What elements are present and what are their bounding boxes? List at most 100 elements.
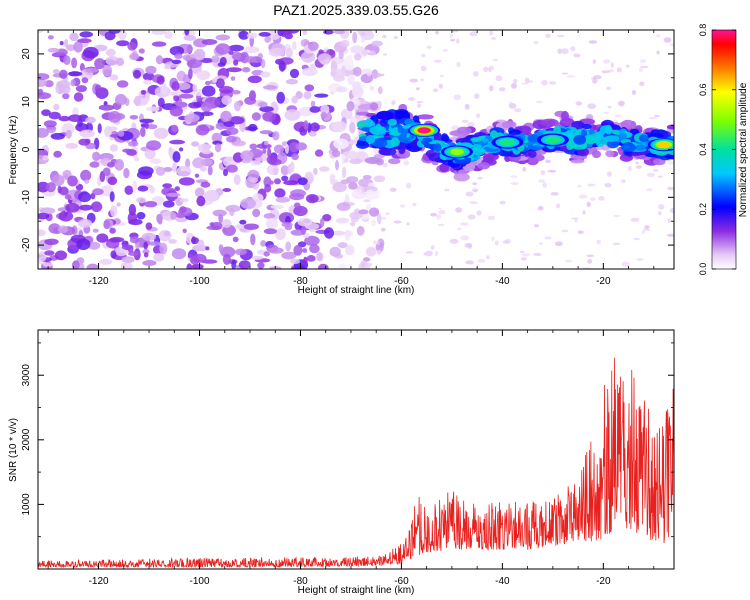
noise-blob (185, 158, 191, 169)
noise-blob (171, 81, 180, 91)
noise-blob (107, 111, 122, 123)
noise-blob (538, 179, 546, 183)
noise-blob (238, 30, 250, 40)
signal-peak (658, 141, 670, 148)
noise-blob (65, 142, 79, 149)
noise-blob (44, 250, 55, 256)
noise-blob (250, 233, 256, 246)
signal-blob (620, 119, 635, 130)
noise-blob (332, 230, 346, 236)
y-tick-label: 3000 (21, 364, 32, 387)
noise-blob (490, 37, 497, 40)
noise-blob (302, 30, 308, 35)
noise-blob (234, 248, 247, 256)
noise-blob (502, 240, 510, 244)
noise-blob (657, 175, 663, 178)
noise-blob (155, 55, 164, 65)
noise-blob (156, 75, 165, 85)
x-tick-label: -20 (596, 576, 611, 587)
noise-blob (381, 73, 385, 77)
noise-blob (109, 236, 125, 243)
snr-y-label: SNR (10 * v/v) (8, 418, 19, 482)
noise-blob (460, 235, 470, 241)
noise-blob (163, 167, 173, 172)
signal-blob (605, 124, 612, 135)
noise-blob (369, 207, 380, 217)
noise-blob (344, 158, 349, 164)
noise-blob (340, 179, 351, 184)
noise-blob (586, 201, 591, 207)
noise-blob (439, 74, 444, 78)
colorbar: 0.0 0.2 0.4 0.6 0.8 Normalized spectral ampl… (698, 24, 749, 276)
noise-blob (92, 151, 101, 161)
noise-blob (69, 32, 79, 42)
noise-blob (153, 252, 165, 262)
noise-blob (522, 166, 526, 172)
noise-blob (360, 38, 366, 44)
noise-blob (627, 166, 632, 172)
noise-blob (79, 129, 95, 138)
noise-blob (78, 138, 90, 146)
noise-blob (331, 149, 341, 158)
noise-blob (249, 143, 258, 150)
noise-blob (356, 225, 365, 236)
noise-blob (426, 45, 432, 49)
colorbar-tick-label: 0.8 (698, 24, 708, 37)
noise-blob (455, 207, 463, 213)
noise-blob (107, 162, 115, 168)
noise-blob (293, 244, 303, 256)
noise-blob (338, 50, 344, 60)
noise-blob (72, 260, 80, 269)
noise-blob (365, 262, 372, 267)
noise-blob (59, 41, 64, 46)
noise-blob (201, 149, 212, 155)
noise-blob (620, 179, 626, 184)
signal-blob (364, 156, 382, 165)
noise-blob (137, 185, 149, 192)
noise-blob (257, 262, 265, 269)
x-tick-label: -100 (190, 276, 210, 287)
noise-blob (495, 75, 503, 82)
noise-blob (279, 30, 293, 35)
noise-blob (550, 192, 559, 196)
y-tick-label: -20 (21, 237, 32, 252)
noise-blob (226, 135, 237, 143)
noise-blob (127, 41, 137, 51)
signal-peak (544, 136, 561, 144)
noise-blob (200, 181, 211, 188)
noise-blob (561, 72, 569, 75)
noise-blob (352, 31, 358, 44)
noise-blob (162, 183, 173, 189)
noise-blob (658, 211, 662, 216)
noise-blob (142, 249, 150, 255)
colorbar-tick-label: 0.0 (698, 263, 708, 276)
noise-blob (215, 122, 226, 130)
noise-blob (291, 95, 299, 104)
noise-blob (278, 61, 286, 72)
noise-blob (587, 183, 596, 187)
noise-blob (322, 214, 332, 222)
noise-blob (231, 140, 246, 147)
noise-blob (223, 121, 235, 127)
signal-blob (387, 118, 398, 126)
noise-blob (276, 91, 286, 104)
noise-blob (263, 228, 277, 235)
noise-blob (610, 62, 614, 68)
noise-blob (399, 204, 406, 208)
noise-blob (336, 217, 349, 224)
noise-blob (365, 204, 372, 211)
noise-blob (172, 151, 181, 163)
noise-blob (42, 155, 49, 161)
noise-blob (319, 217, 325, 228)
noise-blob (361, 188, 366, 193)
noise-blob (84, 67, 99, 73)
signal-blob (373, 154, 385, 159)
y-tick-label: 10 (21, 96, 32, 108)
noise-blob (625, 64, 630, 68)
noise-blob (465, 260, 475, 265)
signal-blob (369, 102, 379, 111)
noise-blob (53, 150, 62, 158)
noise-blob (601, 70, 610, 74)
noise-blob (631, 90, 637, 95)
noise-blob (472, 71, 479, 77)
